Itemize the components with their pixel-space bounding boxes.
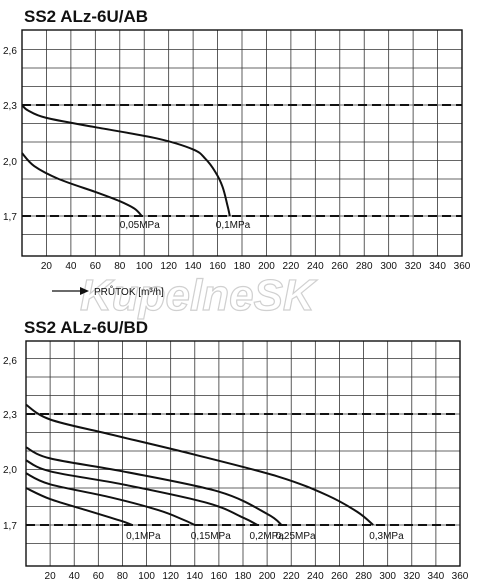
x-tick-label: 180 (234, 261, 251, 272)
series-label: 0,1MPa (126, 531, 161, 542)
y-tick-label: 2,6 (3, 46, 17, 57)
x-tick-label: 20 (45, 571, 57, 582)
x-tick-label: 340 (429, 261, 446, 272)
y-tick-label: 1,7 (3, 521, 17, 532)
flow-axis-label: PRŮTOK [m³/h] (52, 285, 164, 298)
x-tick-label: 320 (405, 261, 422, 272)
x-tick-label: 120 (162, 571, 179, 582)
grid (26, 341, 460, 566)
series-label: 0,05MPa (120, 220, 160, 231)
x-tick-label: 140 (185, 261, 202, 272)
x-tick-label: 280 (356, 261, 373, 272)
axes: 20 40 60 80 100 120 140 160 180 200 220 240 260 280 30… (3, 29, 471, 272)
plot-frame (25, 340, 461, 567)
x-tick-label: 240 (307, 261, 324, 272)
series-line (21, 152, 143, 217)
grid (22, 30, 462, 256)
x-tick-label: 40 (69, 571, 81, 582)
x-tick-label: 300 (380, 261, 397, 272)
x-tick-label: 40 (65, 261, 77, 272)
x-tick-label: 100 (136, 261, 153, 272)
y-tick-label: 2,0 (3, 465, 17, 476)
x-tick-label: 140 (186, 571, 203, 582)
x-tick-label: 80 (114, 261, 126, 272)
series-label: 0,15MPa (191, 531, 231, 542)
x-tick-label: 220 (283, 261, 300, 272)
y-tick-label: 2,3 (3, 101, 17, 112)
series-line (25, 472, 196, 526)
x-tick-label: 200 (259, 571, 276, 582)
flow-label: PRŮTOK [m³/h] (94, 285, 164, 298)
y-tick-label: 2,6 (3, 356, 17, 367)
x-tick-label: 20 (41, 261, 53, 272)
axes: 20 40 60 80 100 120 140 160 180 200 220 240 260 280 30… (3, 340, 469, 582)
series-group: 0,05MPa 0,1MPa (21, 104, 251, 231)
x-tick-label: 120 (160, 261, 177, 272)
x-tick-label: 80 (117, 571, 129, 582)
x-tick-label: 300 (379, 571, 396, 582)
series-label: 0,3MPa (369, 531, 404, 542)
x-tick-label: 200 (258, 261, 275, 272)
x-tick-label: 360 (454, 261, 471, 272)
x-tick-label: 260 (331, 571, 348, 582)
chart-ab: SS2 ALz-6U/AB 20 40 60 80 100 120 140 160 180 200… (3, 7, 471, 272)
series-line (21, 104, 231, 217)
y-tick-label: 1,7 (3, 212, 17, 223)
x-tick-label: 360 (452, 571, 469, 582)
y-tick-label: 2,3 (3, 410, 17, 421)
series-line (25, 403, 374, 526)
series-line (25, 459, 258, 526)
plot-frame (21, 29, 463, 257)
chart-title: SS2 ALz-6U/AB (24, 7, 148, 26)
x-tick-label: 340 (428, 571, 445, 582)
x-tick-label: 240 (307, 571, 324, 582)
series-label: 0,1MPa (216, 220, 251, 231)
series-label: 0,2MPa (249, 531, 284, 542)
watermark: KupelneSK (80, 271, 318, 320)
x-tick-label: 280 (355, 571, 372, 582)
series-line (25, 446, 283, 526)
x-tick-label: 320 (403, 571, 420, 582)
x-tick-label: 220 (283, 571, 300, 582)
x-tick-label: 60 (90, 261, 102, 272)
x-tick-label: 160 (211, 571, 228, 582)
y-tick-label: 2,0 (3, 157, 17, 168)
x-tick-label: 160 (209, 261, 226, 272)
arrow-head-icon (80, 287, 89, 295)
chart-bd: SS2 ALz-6U/BD 20 40 60 80 100 120 140 160 180 200… (3, 318, 469, 582)
series-label: 0,25MPa (276, 531, 316, 542)
series-line (25, 487, 133, 526)
x-tick-label: 60 (93, 571, 105, 582)
x-tick-label: 100 (138, 571, 155, 582)
x-tick-label: 260 (331, 261, 348, 272)
x-tick-label: 180 (235, 571, 252, 582)
chart-title: SS2 ALz-6U/BD (24, 318, 148, 337)
